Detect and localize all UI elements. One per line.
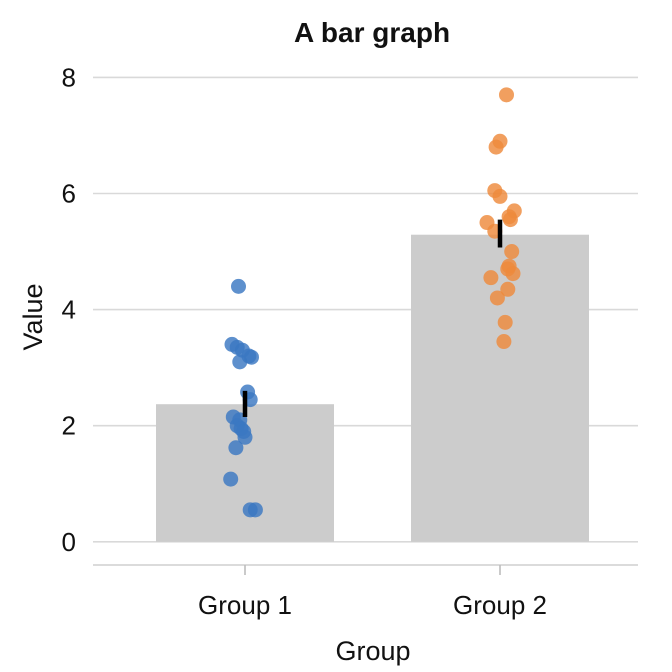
bars bbox=[156, 234, 589, 542]
data-point bbox=[223, 471, 239, 487]
y-tick-label: 6 bbox=[62, 179, 76, 209]
data-point bbox=[237, 429, 253, 445]
bar-group-2 bbox=[411, 234, 589, 542]
y-tick-label: 8 bbox=[62, 62, 76, 92]
data-point bbox=[497, 314, 513, 330]
x-tick-label: Group 1 bbox=[198, 590, 292, 620]
y-tick-label: 4 bbox=[62, 295, 76, 325]
data-point bbox=[492, 188, 508, 204]
data-point bbox=[483, 270, 499, 286]
data-point bbox=[504, 244, 520, 260]
data-point bbox=[488, 139, 504, 155]
data-point bbox=[500, 281, 516, 297]
data-point bbox=[502, 212, 518, 228]
data-point bbox=[244, 349, 259, 365]
data-point bbox=[232, 354, 248, 370]
error-bars bbox=[242, 219, 503, 417]
data-point bbox=[231, 278, 246, 294]
x-tick-label: Group 2 bbox=[453, 590, 547, 620]
y-tick-label: 0 bbox=[62, 527, 76, 557]
data-point bbox=[228, 440, 244, 456]
chart-title: A bar graph bbox=[294, 17, 450, 48]
data-point bbox=[505, 266, 521, 282]
y-axis-label: Value bbox=[18, 283, 48, 350]
y-tick-label: 2 bbox=[62, 411, 76, 441]
data-point bbox=[496, 334, 512, 350]
data-point bbox=[489, 290, 505, 306]
data-points bbox=[223, 87, 522, 518]
data-point bbox=[499, 87, 514, 103]
x-axis-label: Group bbox=[335, 636, 410, 666]
data-point bbox=[247, 502, 263, 518]
axes: 0 2 4 6 8 Group 1 Group 2 bbox=[62, 62, 638, 620]
